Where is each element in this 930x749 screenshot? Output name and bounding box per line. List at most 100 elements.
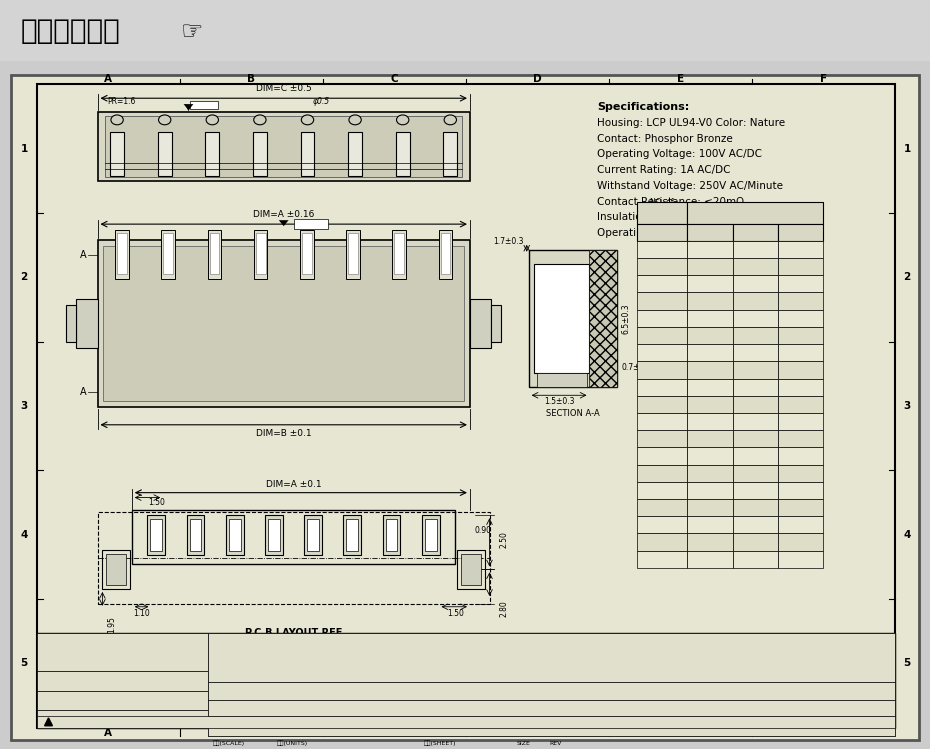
Text: 13.5: 13.5 (700, 383, 720, 392)
Text: 33.1: 33.1 (790, 555, 810, 564)
Bar (111, 132, 124, 176)
Text: 29.9: 29.9 (745, 555, 765, 564)
Text: A4: A4 (520, 728, 529, 734)
Text: 009: 009 (654, 366, 671, 374)
Bar (106, 554, 126, 585)
Bar (37, 634, 896, 728)
Text: F: F (820, 728, 828, 738)
Text: 2: 2 (903, 273, 910, 282)
Bar (98, 112, 470, 181)
Bar (300, 132, 314, 176)
Text: 1.10: 1.10 (133, 609, 150, 618)
Text: 4: 4 (20, 530, 28, 540)
Text: A: A (80, 249, 86, 260)
Bar (208, 700, 896, 718)
Text: B: B (247, 73, 256, 84)
Text: 31.6: 31.6 (790, 538, 810, 547)
Bar (733, 378, 777, 395)
Bar (636, 516, 687, 533)
Text: 6.1: 6.1 (793, 245, 807, 254)
Bar (343, 515, 361, 554)
Bar (348, 233, 358, 274)
Bar (636, 430, 687, 447)
Text: Operating Temperature: -25℃~+85℃: Operating Temperature: -25℃~+85℃ (597, 228, 797, 238)
Text: 深圳市宏利电子有限公司: 深圳市宏利电子有限公司 (493, 638, 611, 656)
Text: 30.1: 30.1 (790, 521, 810, 530)
Text: 25.5: 25.5 (700, 521, 720, 530)
Text: 015: 015 (654, 469, 671, 478)
Bar (208, 634, 896, 682)
Text: 19.6: 19.6 (790, 400, 810, 409)
Text: A: A (80, 387, 86, 397)
Bar (191, 101, 218, 109)
Bar (102, 550, 130, 589)
Bar (187, 515, 205, 554)
Bar (777, 344, 823, 361)
Text: E: E (677, 728, 684, 738)
Text: 审核(CHKD): 审核(CHKD) (526, 706, 561, 712)
Text: SIZE: SIZE (517, 741, 531, 745)
Bar (687, 378, 733, 395)
Text: 010: 010 (654, 383, 671, 392)
Bar (103, 246, 464, 401)
Text: REV: REV (550, 741, 562, 745)
Bar (687, 224, 733, 241)
Text: 28.6: 28.6 (790, 503, 810, 512)
Text: 15.0: 15.0 (700, 400, 720, 409)
Polygon shape (279, 220, 288, 226)
Bar (132, 510, 455, 565)
Text: 9.0: 9.0 (703, 331, 717, 340)
Text: P.C.B LAYOUT REF: P.C.B LAYOUT REF (245, 628, 342, 638)
Text: 4.4: 4.4 (748, 262, 763, 271)
Bar (66, 305, 76, 342)
Bar (348, 132, 362, 176)
Bar (733, 276, 777, 293)
Text: DIM=A ±0.16: DIM=A ±0.16 (253, 210, 314, 219)
Bar (253, 132, 267, 176)
Text: PR=1.6: PR=1.6 (107, 97, 136, 106)
Text: 20.9: 20.9 (745, 452, 765, 461)
Bar (268, 519, 280, 551)
Text: 16.4: 16.4 (745, 400, 765, 409)
Text: 0.90: 0.90 (475, 526, 492, 535)
Text: 3: 3 (903, 401, 910, 411)
Bar (208, 682, 896, 700)
Text: 2.50: 2.50 (499, 532, 509, 548)
Bar (687, 516, 733, 533)
Text: 1: 1 (20, 144, 28, 154)
Bar (636, 327, 687, 344)
Bar (687, 464, 733, 482)
Text: A: A (706, 228, 714, 237)
Text: ZH15TB-nP: ZH15TB-nP (267, 687, 314, 696)
Text: 17.9: 17.9 (745, 417, 765, 426)
Bar (733, 258, 777, 276)
Bar (636, 344, 687, 361)
Ellipse shape (301, 115, 313, 125)
Text: 标准(APPD): 标准(APPD) (526, 724, 559, 730)
Bar (158, 132, 171, 176)
Text: X ±0.40   3X ±0.20: X ±0.40 3X ±0.20 (45, 660, 105, 665)
Bar (733, 395, 777, 413)
Bar (491, 305, 501, 342)
Text: ZH1.5mm Pitch TB FOR
SMT   CONN: ZH1.5mm Pitch TB FOR SMT CONN (267, 717, 365, 736)
Bar (636, 551, 687, 568)
Text: 7.4: 7.4 (748, 297, 763, 306)
Text: DIM=C ±0.5: DIM=C ±0.5 (256, 85, 312, 94)
Bar (161, 230, 175, 279)
Bar (115, 230, 129, 279)
Bar (422, 515, 440, 554)
Text: A: A (104, 73, 113, 84)
Text: 018: 018 (654, 521, 671, 530)
Text: DIM=A ±0.1: DIM=A ±0.1 (266, 479, 321, 488)
Text: 11.9: 11.9 (745, 348, 765, 357)
Bar (733, 516, 777, 533)
Bar (528, 249, 617, 387)
Bar (733, 361, 777, 378)
Text: 27.1: 27.1 (790, 486, 810, 495)
Bar (733, 430, 777, 447)
Text: mm: mm (286, 727, 303, 736)
Text: 比例(SCALE): 比例(SCALE) (213, 741, 246, 746)
Bar (304, 515, 322, 554)
Text: 3.0: 3.0 (703, 262, 717, 271)
Text: 10.6: 10.6 (790, 297, 810, 306)
